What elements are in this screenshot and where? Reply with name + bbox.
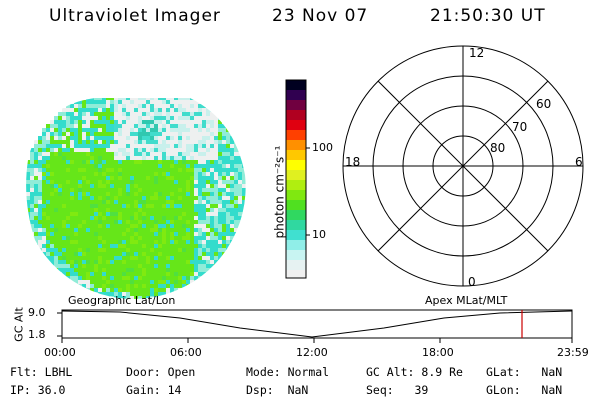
status-mode: Mode: Normal (246, 365, 330, 379)
polar-label-60: 60 (536, 97, 552, 111)
instrument-title: Ultraviolet Imager (49, 6, 221, 26)
timeline-xtick: 12:00 (296, 346, 328, 359)
timeline-xtick: 00:00 (44, 346, 76, 359)
status-seq: Seq: 39 (366, 383, 429, 397)
status-ip: IP: 36.0 (10, 383, 66, 397)
timeline-xtick: 23:59 (557, 346, 589, 359)
timeline-ytick-bottom: 1.8 (28, 328, 46, 341)
status-flt: Flt: LBHL (10, 365, 73, 379)
timeline-xtick: 06:00 (170, 346, 202, 359)
colorbar-unit-label: photon cm⁻²s⁻¹ (272, 145, 287, 239)
polar-label-bottom: 0 (468, 275, 476, 289)
status-glon: GLon: NaN (486, 383, 563, 397)
colorbar-tick-10: 10 (312, 228, 326, 241)
uv-image (26, 98, 246, 299)
date-label: 23 Nov 07 (272, 6, 369, 26)
status-door: Door: Open (126, 365, 196, 379)
polar-label-80: 80 (490, 141, 506, 155)
colorbar-tick-100: 100 (312, 141, 333, 154)
polar-label-left: 18 (345, 155, 361, 169)
status-glat: GLat: NaN (486, 365, 563, 379)
timeline-right-title: Apex MLat/MLT (425, 294, 508, 307)
timeline-xtick: 18:00 (422, 346, 454, 359)
polar-grid (342, 45, 584, 287)
status-dsp: Dsp: NaN (246, 383, 309, 397)
status-gc-alt: GC Alt: 8.9 Re (366, 365, 463, 379)
colorbar (285, 79, 310, 279)
timeline-ytick-top: 9.0 (28, 306, 46, 319)
timeline-plot (57, 309, 573, 343)
polar-label-right: 6 (575, 155, 583, 169)
polar-label-top: 12 (469, 46, 485, 60)
status-gain: Gain: 14 (126, 383, 182, 397)
timeline-y-label: GC Alt (12, 307, 26, 342)
timeline-left-title: Geographic Lat/Lon (68, 294, 176, 307)
polar-label-70: 70 (512, 120, 528, 134)
time-label: 21:50:30 UT (430, 6, 546, 26)
